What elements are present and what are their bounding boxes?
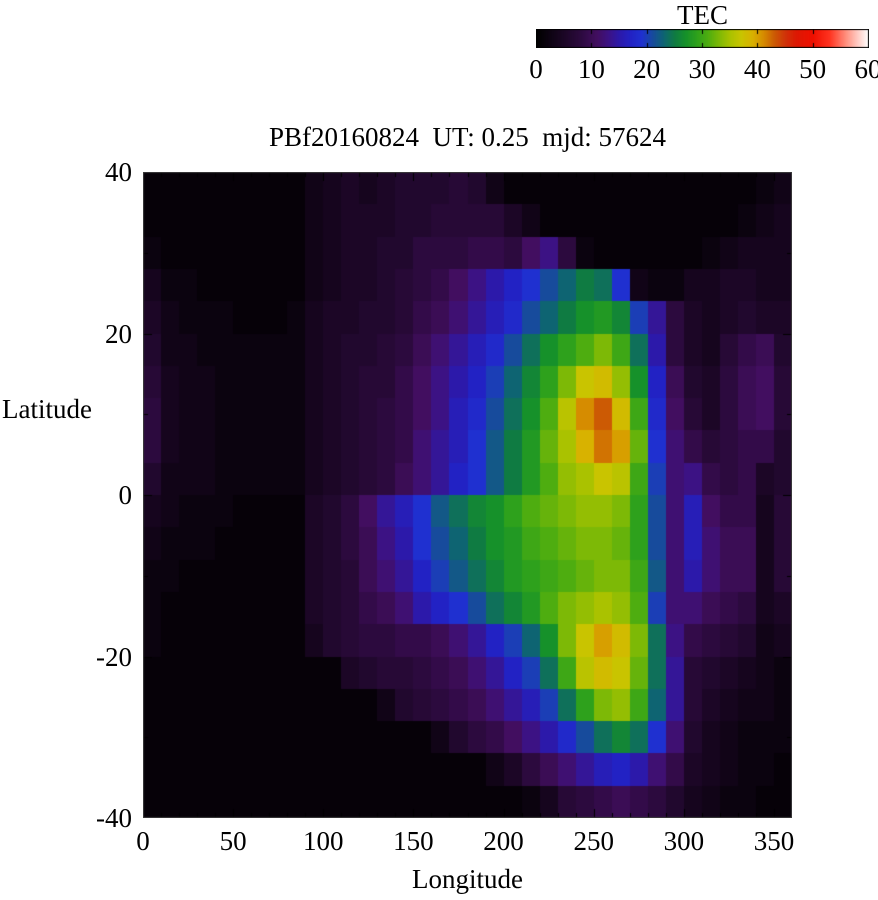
colorbar-tick-label: 60 — [854, 54, 878, 84]
y-tick-label: 40 — [105, 157, 132, 187]
colorbar-tick-label: 40 — [743, 54, 771, 84]
y-tick-label: 20 — [105, 318, 132, 349]
x-tick-label: 150 — [393, 826, 434, 856]
colorbar-tick-label: 30 — [688, 54, 716, 84]
x-tick-label: 200 — [483, 826, 524, 856]
colorbar-tick-label: 0 — [529, 54, 543, 84]
tec-heatmap — [143, 172, 792, 818]
y-tick-label: -20 — [96, 641, 132, 672]
y-tick-label: -40 — [96, 803, 132, 833]
colorbar-gradient — [536, 29, 869, 48]
y-tick-label: 0 — [118, 480, 133, 510]
plot-title: PBf20160824 UT: 0.25 mjd: 57624 — [269, 122, 666, 152]
colorbar-tick-label: 50 — [799, 54, 827, 84]
colorbar-tick-label: 10 — [577, 54, 605, 84]
x-tick-label: 100 — [303, 826, 344, 856]
x-tick-label: 350 — [753, 826, 795, 856]
x-axis-label: Longitude — [412, 864, 523, 894]
colorbar-title: TEC — [677, 0, 728, 30]
y-axis-label: Latitude — [2, 394, 92, 424]
x-tick-label: 250 — [573, 826, 614, 856]
x-tick-label: 300 — [663, 826, 705, 856]
colorbar-tick-label: 20 — [633, 54, 661, 84]
x-tick-label: 0 — [136, 826, 150, 856]
x-tick-label: 50 — [219, 826, 247, 856]
